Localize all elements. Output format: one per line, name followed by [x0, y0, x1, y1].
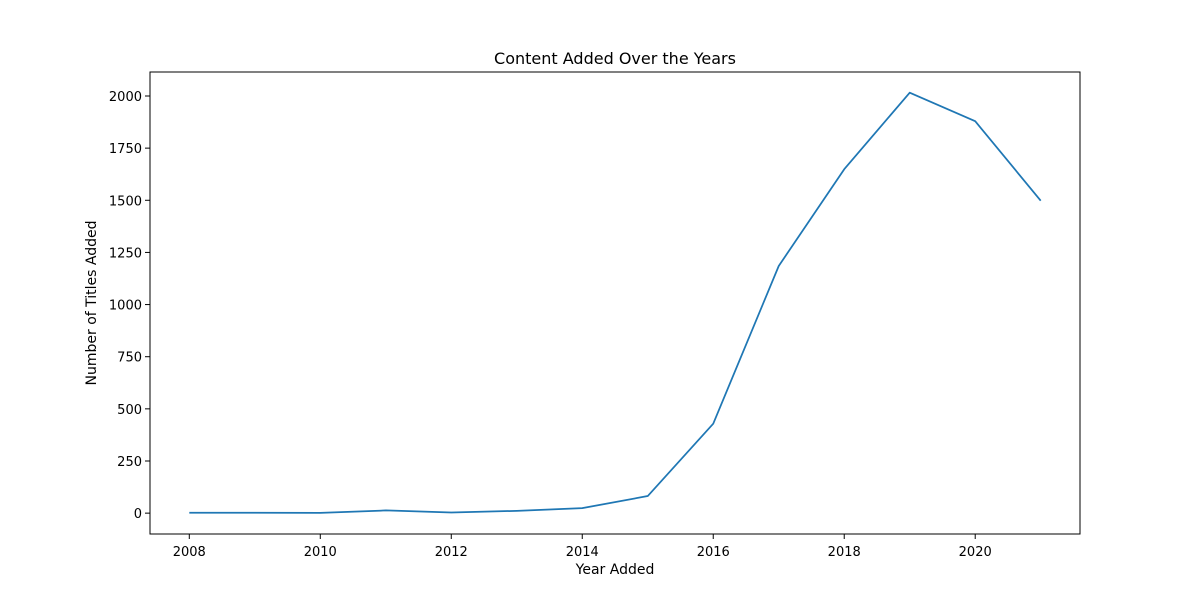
y-tick-label: 1000: [109, 299, 142, 314]
x-tick-label: 2018: [828, 545, 861, 560]
x-axis-label: Year Added: [575, 562, 655, 578]
chart-title: Content Added Over the Years: [494, 49, 736, 68]
y-tick-label: 2000: [109, 90, 142, 105]
y-tick-label: 0: [134, 507, 142, 522]
y-axis-label: Number of Titles Added: [84, 221, 100, 386]
x-tick-label: 2014: [566, 545, 599, 560]
y-tick-label: 250: [117, 455, 142, 470]
plot-frame: [149, 71, 1081, 535]
series-layer: [189, 91, 1042, 514]
axis-ticks: 2008 2010 2012 2014 2016 2018 2020 0 250 500 750 10…: [109, 90, 992, 560]
x-tick-label: 2016: [697, 545, 730, 560]
y-tick-label: 1250: [109, 246, 142, 261]
y-tick-label: 1500: [109, 194, 142, 209]
x-tick-label: 2020: [959, 545, 992, 560]
series-line: [189, 91, 1042, 514]
y-tick-label: 1750: [109, 142, 142, 157]
y-tick-label: 500: [117, 403, 142, 418]
x-tick-label: 2008: [173, 545, 206, 560]
y-tick-label: 750: [117, 351, 142, 366]
x-tick-label: 2010: [304, 545, 337, 560]
x-tick-label: 2012: [435, 545, 468, 560]
